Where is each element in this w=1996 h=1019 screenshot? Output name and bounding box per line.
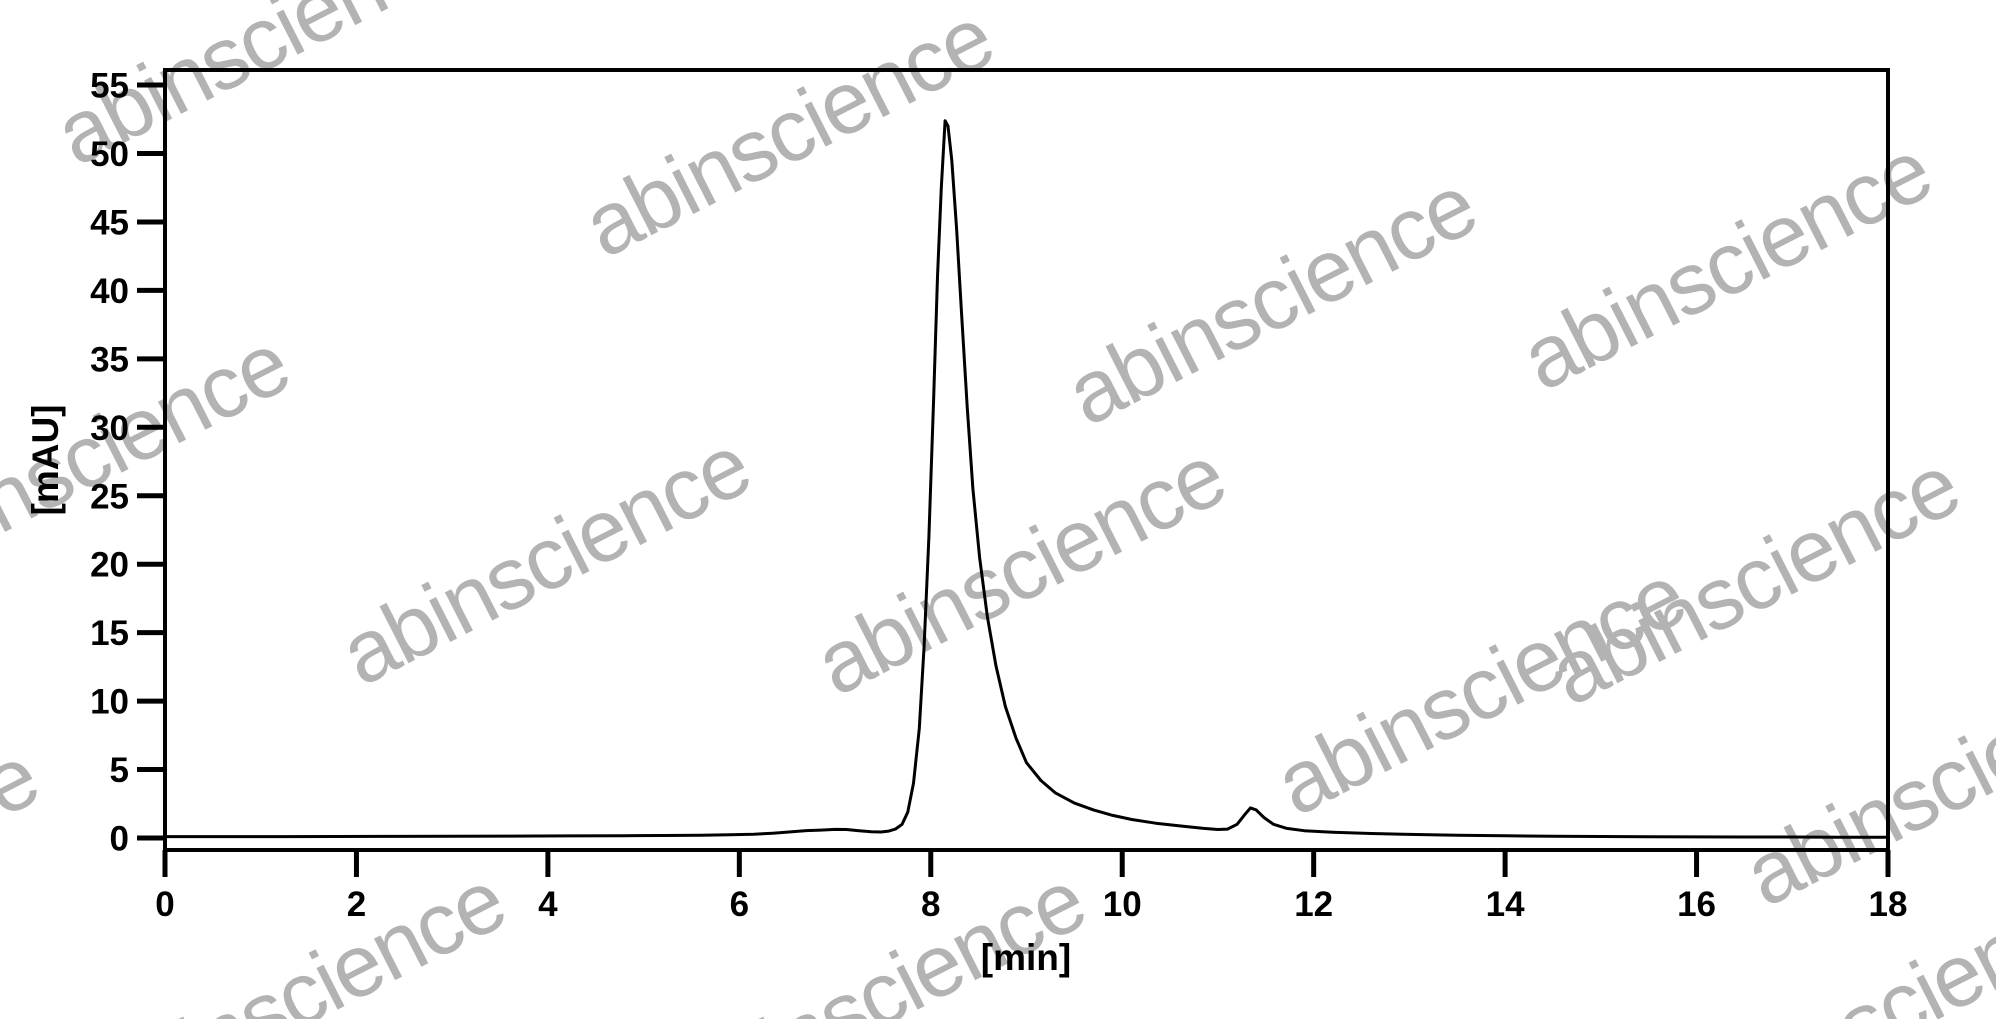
y-axis-title: [mAU] bbox=[25, 404, 66, 516]
y-tick-label: 20 bbox=[90, 546, 129, 585]
y-tick-label: 50 bbox=[90, 135, 129, 174]
y-tick-label: 10 bbox=[90, 683, 129, 722]
x-tick-label: 2 bbox=[347, 885, 366, 924]
y-tick-label: 45 bbox=[90, 203, 129, 242]
y-tick-label: 30 bbox=[90, 409, 129, 448]
y-tick-label: 25 bbox=[90, 477, 129, 516]
y-tick-label: 55 bbox=[90, 67, 129, 106]
y-tick-label: 5 bbox=[110, 751, 129, 790]
x-tick-label: 8 bbox=[921, 885, 940, 924]
x-tick-label: 6 bbox=[730, 885, 749, 924]
plot-frame bbox=[163, 68, 1890, 852]
x-tick-label: 14 bbox=[1486, 885, 1525, 924]
x-tick-label: 4 bbox=[538, 885, 558, 924]
x-axis-title: [min] bbox=[980, 937, 1072, 978]
x-tick-label: 0 bbox=[155, 885, 174, 924]
y-tick-label: 15 bbox=[90, 614, 129, 653]
y-tick-label: 35 bbox=[90, 340, 129, 379]
x-tick-label: 16 bbox=[1677, 885, 1716, 924]
x-tick-label: 12 bbox=[1294, 885, 1333, 924]
y-tick-label: 0 bbox=[110, 819, 129, 858]
x-tick-label: 10 bbox=[1103, 885, 1142, 924]
y-tick-label: 40 bbox=[90, 272, 129, 311]
x-tick-label: 18 bbox=[1869, 885, 1908, 924]
chromatogram-trace bbox=[163, 119, 1890, 839]
